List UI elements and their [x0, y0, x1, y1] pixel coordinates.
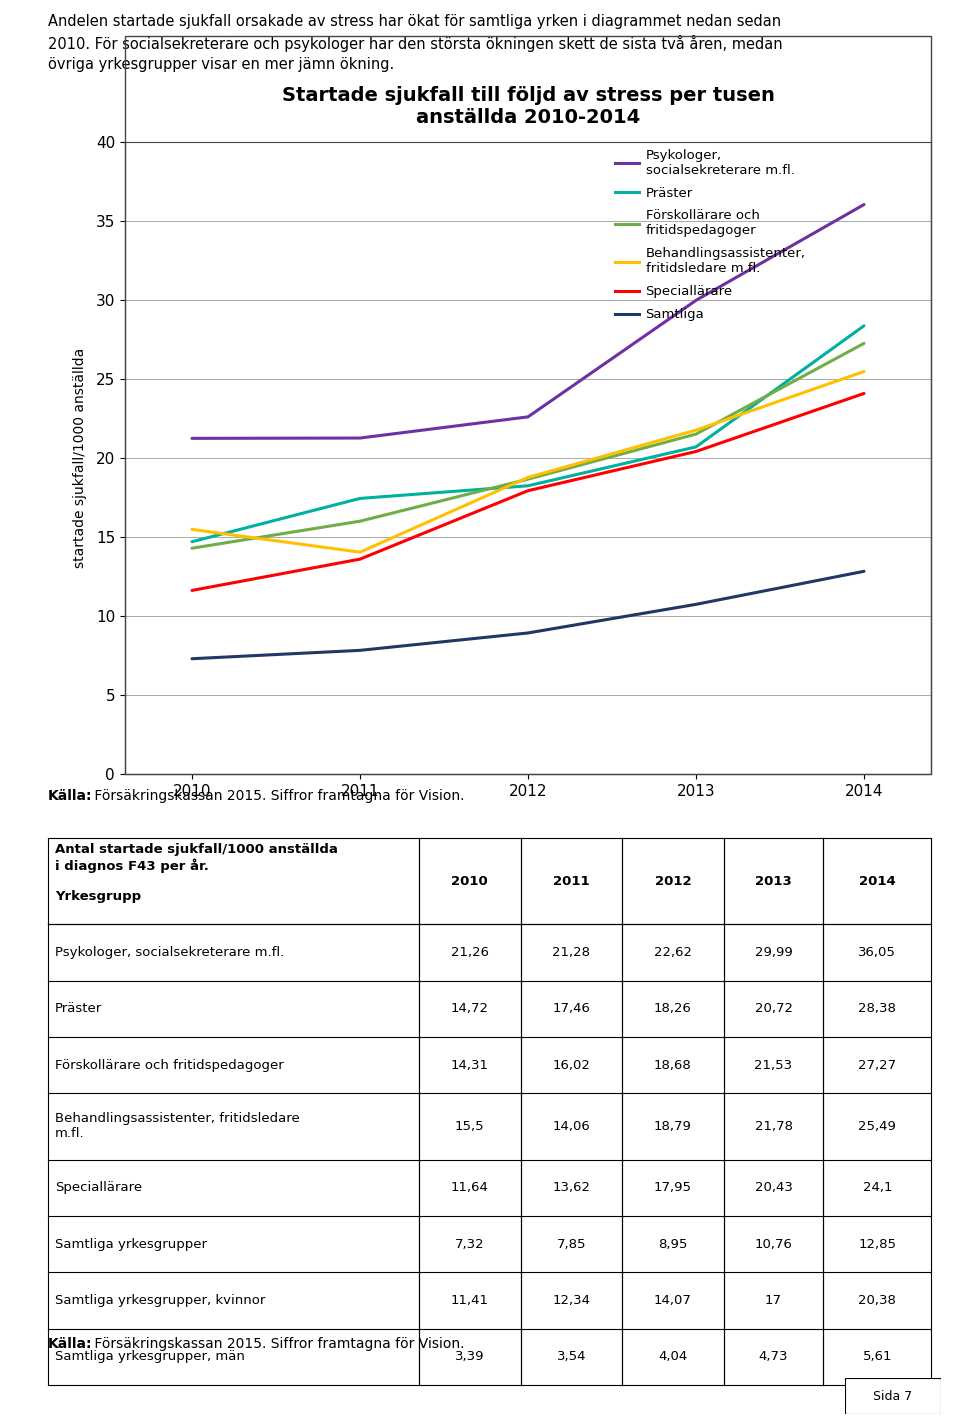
Text: 14,31: 14,31 — [451, 1059, 489, 1071]
Text: Förskollärare och fritidspedagoger: Förskollärare och fritidspedagoger — [55, 1059, 284, 1071]
Text: 2011: 2011 — [553, 875, 589, 888]
Text: 17,95: 17,95 — [654, 1181, 692, 1194]
Text: 20,38: 20,38 — [858, 1295, 897, 1307]
Text: 5,61: 5,61 — [863, 1350, 892, 1363]
Text: Psykologer, socialsekreterare m.fl.: Psykologer, socialsekreterare m.fl. — [55, 946, 284, 959]
Text: 20,72: 20,72 — [755, 1002, 793, 1015]
Text: 36,05: 36,05 — [858, 946, 897, 959]
Text: 29,99: 29,99 — [755, 946, 792, 959]
Text: Källa:: Källa: — [48, 789, 92, 803]
Text: 21,28: 21,28 — [552, 946, 590, 959]
Text: 17,46: 17,46 — [552, 1002, 590, 1015]
Text: 2013: 2013 — [756, 875, 792, 888]
Y-axis label: startade sjukfall/1000 anställda: startade sjukfall/1000 anställda — [73, 348, 87, 568]
Text: 20,43: 20,43 — [755, 1181, 793, 1194]
Text: 12,85: 12,85 — [858, 1238, 897, 1250]
Text: Samtliga yrkesgrupper: Samtliga yrkesgrupper — [55, 1238, 207, 1250]
Title: Startade sjukfall till följd av stress per tusen
anställda 2010-2014: Startade sjukfall till följd av stress p… — [281, 85, 775, 126]
Text: Försäkringskassan 2015. Siffror framtagna för Vision.: Försäkringskassan 2015. Siffror framtagn… — [90, 789, 465, 803]
Text: 28,38: 28,38 — [858, 1002, 897, 1015]
Text: 4,73: 4,73 — [758, 1350, 788, 1363]
Text: 21,26: 21,26 — [451, 946, 489, 959]
Text: 7,32: 7,32 — [455, 1238, 485, 1250]
Text: 10,76: 10,76 — [755, 1238, 793, 1250]
Text: Samtliga yrkesgrupper, män: Samtliga yrkesgrupper, män — [55, 1350, 245, 1363]
Text: 21,53: 21,53 — [755, 1059, 793, 1071]
Text: 18,26: 18,26 — [654, 1002, 692, 1015]
Text: 11,64: 11,64 — [451, 1181, 489, 1194]
Text: 18,79: 18,79 — [654, 1120, 692, 1133]
Text: 14,72: 14,72 — [451, 1002, 489, 1015]
Text: 17: 17 — [765, 1295, 782, 1307]
Text: Speciallärare: Speciallärare — [55, 1181, 142, 1194]
Text: Sida 7: Sida 7 — [874, 1390, 912, 1403]
Text: 12,34: 12,34 — [552, 1295, 590, 1307]
Text: 11,41: 11,41 — [451, 1295, 489, 1307]
Text: Behandlingsassistenter, fritidsledare
m.fl.: Behandlingsassistenter, fritidsledare m.… — [55, 1113, 300, 1141]
Text: 8,95: 8,95 — [659, 1238, 687, 1250]
Text: 2010: 2010 — [451, 875, 488, 888]
Text: 3,39: 3,39 — [455, 1350, 485, 1363]
Text: 2014: 2014 — [859, 875, 896, 888]
Legend: Psykologer,
socialsekreterare m.fl., Präster, Förskollärare och
fritidspedagoger: Psykologer, socialsekreterare m.fl., Prä… — [615, 149, 805, 321]
Text: 24,1: 24,1 — [863, 1181, 892, 1194]
Text: 2012: 2012 — [655, 875, 691, 888]
Text: 27,27: 27,27 — [858, 1059, 897, 1071]
Text: 18,68: 18,68 — [654, 1059, 692, 1071]
Text: 22,62: 22,62 — [654, 946, 692, 959]
Text: 7,85: 7,85 — [557, 1238, 586, 1250]
Text: 3,54: 3,54 — [557, 1350, 586, 1363]
Text: 21,78: 21,78 — [755, 1120, 793, 1133]
Text: Präster: Präster — [55, 1002, 103, 1015]
Text: Källa:: Källa: — [48, 1337, 92, 1351]
Text: Samtliga yrkesgrupper, kvinnor: Samtliga yrkesgrupper, kvinnor — [55, 1295, 266, 1307]
Text: Försäkringskassan 2015. Siffror framtagna för Vision.: Försäkringskassan 2015. Siffror framtagn… — [90, 1337, 465, 1351]
Text: 15,5: 15,5 — [455, 1120, 485, 1133]
Text: 13,62: 13,62 — [552, 1181, 590, 1194]
Text: Andelen startade sjukfall orsakade av stress har ökat för samtliga yrken i diagr: Andelen startade sjukfall orsakade av st… — [48, 14, 782, 71]
Text: 14,06: 14,06 — [552, 1120, 590, 1133]
Text: Antal startade sjukfall/1000 anställda
i diagnos F43 per år.

Yrkesgrupp: Antal startade sjukfall/1000 anställda i… — [55, 843, 338, 904]
Text: 4,04: 4,04 — [659, 1350, 687, 1363]
Text: 14,07: 14,07 — [654, 1295, 692, 1307]
Text: 25,49: 25,49 — [858, 1120, 897, 1133]
Text: 16,02: 16,02 — [552, 1059, 590, 1071]
